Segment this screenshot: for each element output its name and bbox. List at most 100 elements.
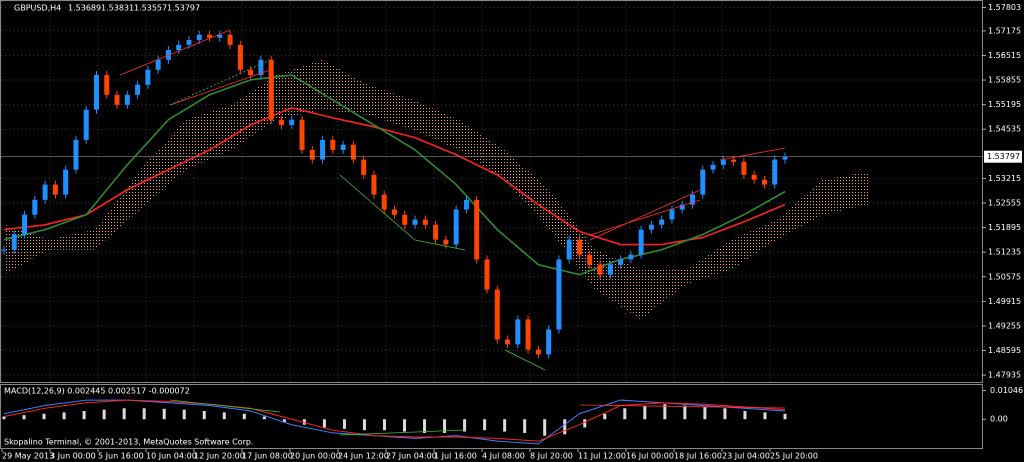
candle	[453, 209, 459, 245]
candle	[22, 214, 28, 235]
candle	[124, 94, 130, 105]
date-label: 16 Jul 00:00	[626, 452, 674, 461]
macd-bar	[463, 419, 467, 432]
macd-bar	[683, 405, 687, 420]
date-label: 10 Jun 04:00	[146, 452, 197, 461]
date-label: 1 Jul 16:00	[434, 452, 477, 461]
macd-bar	[22, 415, 26, 420]
macd-bar	[302, 419, 306, 425]
macd-bar	[122, 408, 126, 420]
candle	[268, 59, 274, 120]
candle	[463, 199, 469, 210]
date-label: 24 Jun 12:00	[338, 452, 389, 461]
price-label: 1.52555	[988, 198, 1021, 207]
macd-bar	[182, 409, 186, 420]
macd-bar	[62, 412, 66, 420]
date-label: 18 Jul 16:00	[674, 452, 722, 461]
candle	[587, 254, 593, 265]
price-label: 1.57803	[988, 3, 1021, 12]
candle	[104, 75, 110, 95]
candle	[350, 144, 356, 160]
macd-panel	[0, 384, 983, 449]
macd-bar	[382, 419, 386, 431]
macd-bar	[102, 409, 106, 420]
macd-label: 0.00	[990, 415, 1008, 424]
candle	[52, 184, 58, 195]
date-label: 12 Jun 20:00	[194, 452, 245, 461]
candle	[761, 179, 767, 185]
macd-bar	[783, 413, 787, 420]
macd-bar	[763, 412, 767, 420]
price-label: 1.54535	[988, 125, 1021, 134]
date-label: 8 Jul 20:00	[530, 452, 573, 461]
candle	[320, 139, 326, 160]
ohlc-value: 1.53557	[134, 4, 167, 13]
macd-bar	[503, 419, 507, 432]
macd-bar	[663, 404, 667, 420]
price-label: 1.51895	[988, 223, 1021, 232]
macd-bar	[703, 406, 707, 420]
candle	[659, 219, 665, 225]
candle	[556, 259, 562, 330]
macd-bar	[563, 419, 567, 435]
price-label: 1.51235	[988, 248, 1021, 257]
date-label: 20 Jun 00:00	[290, 452, 341, 461]
ohlc-value: 1.53831	[101, 4, 134, 13]
candle	[525, 319, 531, 350]
price-label: 1.55195	[988, 100, 1021, 109]
date-label: 23 Jul 04:00	[722, 452, 770, 461]
candle	[607, 264, 613, 275]
macd-bar	[623, 408, 627, 420]
date-label: 3 Jun 00:00	[50, 452, 96, 461]
macd-bar	[583, 419, 587, 428]
candle	[135, 84, 141, 95]
price-label: 1.48595	[988, 346, 1021, 355]
candle	[618, 259, 624, 265]
candle	[535, 349, 541, 355]
macd-bar	[423, 419, 427, 433]
candle	[690, 194, 696, 205]
trendlines	[119, 29, 786, 436]
candle	[361, 159, 367, 175]
candle	[1, 249, 7, 251]
candle	[751, 174, 757, 180]
candle	[145, 69, 151, 85]
macd-bar	[523, 419, 527, 433]
candle	[186, 40, 192, 45]
candle	[330, 139, 336, 150]
macd-signal	[3, 399, 786, 442]
candle	[679, 204, 685, 210]
macd-bar	[443, 419, 447, 433]
ohlc-value: 1.53689	[68, 4, 101, 13]
macd-bar	[403, 419, 407, 432]
symbol: GBPUSD,H4	[14, 4, 61, 13]
candle	[433, 224, 439, 240]
candle	[299, 119, 305, 150]
candle	[505, 339, 511, 345]
candle	[155, 59, 161, 70]
candle	[63, 169, 69, 195]
candle	[93, 75, 99, 110]
price-label: 1.47935	[988, 371, 1021, 380]
ohlc: 1.53689 1.53831 1.53557 1.53797	[68, 4, 200, 13]
candle	[443, 239, 449, 245]
date-label: 25 Jul 20:00	[770, 452, 818, 461]
macd-label: 0.01046	[990, 386, 1023, 395]
date-label: 27 Jun 04:00	[386, 452, 437, 461]
candle	[176, 44, 182, 51]
macd-bar	[603, 413, 607, 420]
macd-bar	[643, 405, 647, 420]
candle	[83, 109, 89, 140]
candle	[720, 159, 726, 165]
candle	[638, 229, 644, 255]
macd-bar	[142, 408, 146, 420]
macd-bar	[202, 411, 206, 420]
footer: Skopalino Terminal, © 2001-2013, MetaQuo…	[4, 438, 253, 447]
candle	[700, 169, 706, 195]
ohlc-value: 1.53797	[167, 4, 200, 13]
candle	[196, 34, 202, 40]
candle	[494, 289, 500, 340]
candle	[309, 149, 315, 160]
